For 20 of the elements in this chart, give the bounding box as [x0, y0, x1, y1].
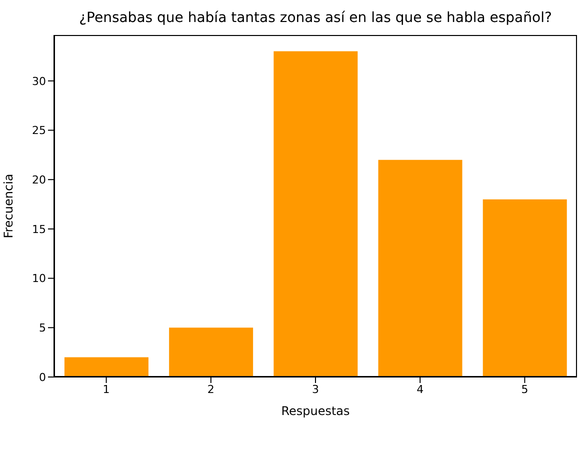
bar [169, 328, 254, 377]
x-tick-label: 5 [521, 382, 528, 396]
x-axis-title: Respuestas [281, 404, 350, 418]
y-tick-label: 10 [32, 272, 46, 286]
bar [64, 357, 148, 377]
x-tick-label: 1 [102, 382, 110, 396]
bar [482, 199, 567, 377]
chart-title: ¿Pensabas que había tantas zonas así en las que se habla español? [78, 10, 553, 26]
x-tick-label: 4 [416, 382, 424, 396]
y-tick-label: 30 [32, 74, 46, 88]
y-tick-label: 15 [32, 222, 46, 236]
y-tick-label: 20 [32, 174, 46, 186]
y-tick-label: 0 [39, 370, 46, 384]
x-tick-label: 3 [312, 382, 319, 396]
bar [274, 51, 358, 377]
y-axis-title: Frecuencia [1, 174, 16, 238]
bar [378, 160, 462, 377]
y-tick-label: 25 [32, 124, 46, 138]
y-tick-label: 5 [39, 322, 46, 335]
x-tick-label: 2 [207, 382, 214, 396]
